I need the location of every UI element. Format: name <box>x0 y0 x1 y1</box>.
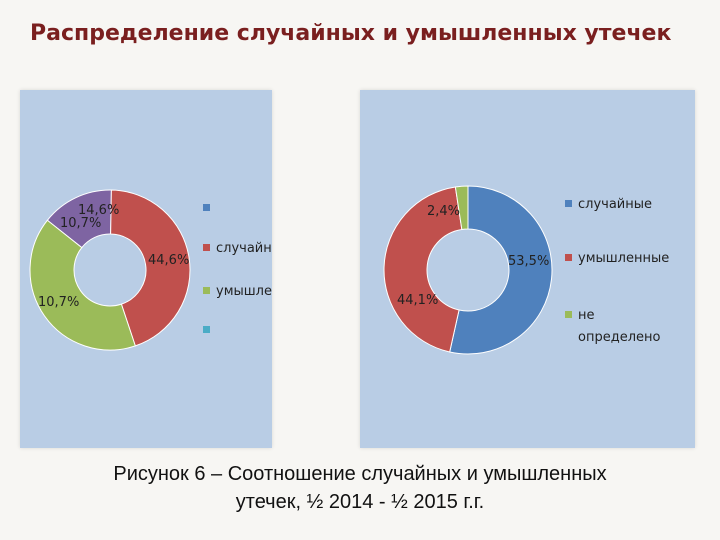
chart0-legend-marker-2 <box>203 287 210 294</box>
chart0-legend-label-2: умышленные <box>216 284 272 299</box>
chart0-legend-label-1: случайные <box>216 241 272 256</box>
chart1-slice-0 <box>449 185 553 355</box>
chart1-slice-label-0: 53,5% <box>508 254 549 269</box>
chart0-slice-label-1: 44,6% <box>148 253 189 268</box>
chart1-legend-marker-1 <box>565 254 572 261</box>
chart0-slice-1 <box>110 189 191 347</box>
right-chart-panel: 53,5% 44,1% 2,4% случайные умышленные не опред… <box>360 90 695 448</box>
left-donut-chart: 14,6% 44,6% 10,7% 10,7% случайные умышленные <box>29 189 272 351</box>
chart0-slice-label-2: 10,7% <box>38 295 79 310</box>
caption-line-2: утечек, ½ 2014 - ½ 2015 г.г. <box>235 491 485 513</box>
chart1-slice-1 <box>383 186 463 353</box>
slide-title: Распределение случайных и умышленных уте… <box>30 21 672 46</box>
chart0-legend-marker-0 <box>203 204 210 211</box>
chart1-legend-marker-0 <box>565 200 572 207</box>
right-donut-chart: 53,5% 44,1% 2,4% случайные умышленные не опред… <box>383 185 669 355</box>
chart1-legend-label-2: не определено <box>578 308 660 345</box>
figure-caption: Рисунок 6 – Соотношение случайных и умыш… <box>20 460 700 516</box>
chart0-slice-label-0: 14,6% <box>78 203 119 218</box>
chart1-slice-label-2: 2,4% <box>427 204 460 219</box>
chart1-legend-marker-2 <box>565 311 572 318</box>
chart0-slice-2 <box>29 219 136 351</box>
chart0-legend-marker-3 <box>203 326 210 333</box>
chart0-legend-marker-1 <box>203 244 210 251</box>
caption-line-1: Рисунок 6 – Соотношение случайных и умыш… <box>113 463 607 485</box>
chart0-extra-label-0: 10,7% <box>60 216 101 231</box>
chart1-legend-label-0: случайные <box>578 197 652 212</box>
left-chart-panel: 14,6% 44,6% 10,7% 10,7% случайные умышленные <box>20 90 272 448</box>
chart1-legend-label-1: умышленные <box>578 251 669 266</box>
chart1-slice-2 <box>454 185 469 231</box>
chart1-slice-label-1: 44,1% <box>397 293 438 308</box>
